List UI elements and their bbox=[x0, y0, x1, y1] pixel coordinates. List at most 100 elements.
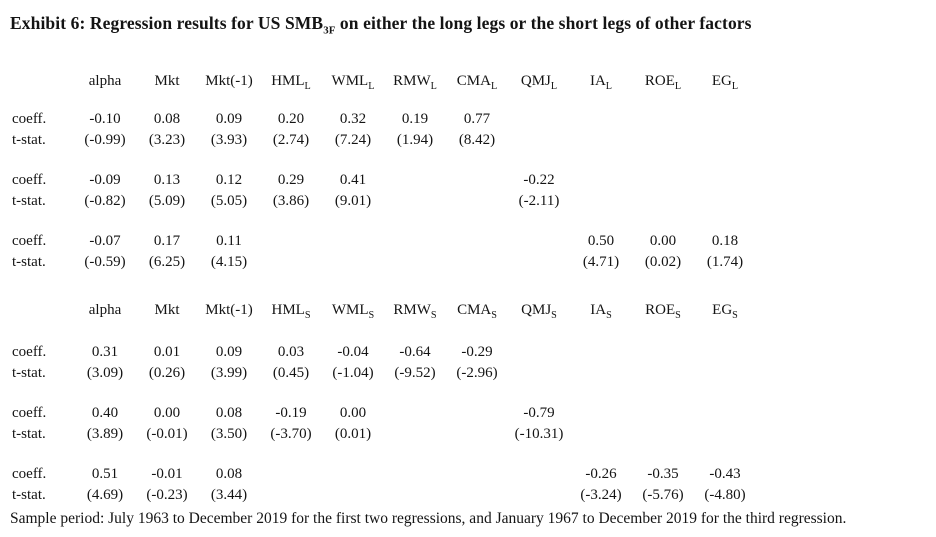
header-row: alpha Mkt Mkt(-1) HMLS WMLS RMWS CMAS QMJS IAS RO… bbox=[10, 300, 936, 326]
coeff-row-label: coeff. bbox=[12, 232, 47, 249]
coeff-cell: 0.41 bbox=[339, 171, 367, 188]
column-header: RMWS bbox=[393, 301, 437, 321]
tstat-cell: (-0.82) bbox=[84, 192, 126, 209]
coeff-cell: -0.22 bbox=[523, 171, 555, 188]
column-header: alpha bbox=[88, 72, 122, 89]
coeff-row: coeff. -0.09 0.13 0.12 0.29 0.41 -0.22 bbox=[10, 170, 936, 191]
coeff-cell: 0.19 bbox=[401, 110, 429, 127]
tstat-row-label: t-stat. bbox=[12, 253, 46, 270]
tstat-cell: (3.50) bbox=[210, 425, 248, 442]
column-header: HMLL bbox=[271, 72, 311, 92]
tstat-cell: (1.74) bbox=[706, 253, 744, 270]
coeff-cell: 0.29 bbox=[277, 171, 305, 188]
column-header: alpha bbox=[88, 301, 122, 318]
tstat-cell: (-9.52) bbox=[394, 364, 436, 381]
column-header: HMLS bbox=[271, 301, 311, 321]
column-header: CMAL bbox=[456, 72, 498, 92]
coeff-row-label: coeff. bbox=[12, 343, 47, 360]
tstat-cell: (0.02) bbox=[644, 253, 682, 270]
column-header: CMAS bbox=[457, 301, 497, 321]
coeff-row: coeff. 0.31 0.01 0.09 0.03 -0.04 -0.64 -0.29 bbox=[10, 342, 936, 363]
tstat-cell: (-2.11) bbox=[518, 192, 560, 209]
tstat-row: t-stat. (3.09) (0.26) (3.99) (0.45) (-1.04) (-… bbox=[10, 363, 936, 384]
coeff-row: coeff. -0.07 0.17 0.11 0.50 0.00 0.18 bbox=[10, 231, 936, 252]
tstat-cell: (-2.96) bbox=[456, 364, 498, 381]
coeff-cell: 0.32 bbox=[339, 110, 367, 127]
tstat-cell: (1.94) bbox=[396, 131, 434, 148]
column-header: WMLS bbox=[331, 301, 375, 321]
coeff-cell: 0.08 bbox=[215, 404, 243, 421]
tstat-cell: (-10.31) bbox=[514, 425, 564, 442]
sample-period-footnote: Sample period: July 1963 to December 201… bbox=[10, 510, 847, 527]
coeff-cell: 0.40 bbox=[91, 404, 119, 421]
coeff-cell: -0.09 bbox=[89, 171, 121, 188]
tstat-row: t-stat. (-0.82) (5.09) (5.05) (3.86) (9.01) (-… bbox=[10, 191, 936, 212]
tstat-row: t-stat. (-0.99) (3.23) (3.93) (2.74) (7.24) (1… bbox=[10, 130, 936, 151]
coeff-row-label: coeff. bbox=[12, 110, 47, 127]
tstat-cell: (5.09) bbox=[148, 192, 186, 209]
tstat-cell: (6.25) bbox=[148, 253, 186, 270]
coeff-cell: -0.43 bbox=[709, 465, 741, 482]
column-header: EGL bbox=[711, 72, 739, 92]
coeff-cell: -0.04 bbox=[337, 343, 369, 360]
tstat-cell: (-0.01) bbox=[146, 425, 188, 442]
coeff-cell: 0.09 bbox=[215, 110, 243, 127]
coeff-cell: -0.10 bbox=[89, 110, 121, 127]
title-text-after: on either the long legs or the short leg… bbox=[335, 13, 752, 33]
tstat-cell: (3.86) bbox=[272, 192, 310, 209]
coeff-cell: 0.00 bbox=[153, 404, 181, 421]
short-legs-table: alpha Mkt Mkt(-1) HMLS WMLS RMWS CMAS QMJS IAS RO… bbox=[10, 300, 936, 506]
tstat-cell: (3.44) bbox=[210, 486, 248, 503]
coeff-cell: 0.09 bbox=[215, 343, 243, 360]
regression-group: coeff. 0.51 -0.01 0.08 -0.26 -0.35 -0.43 t-stat… bbox=[10, 464, 936, 506]
coeff-cell: -0.79 bbox=[523, 404, 555, 421]
tstat-cell: (8.42) bbox=[458, 131, 496, 148]
tstat-cell: (0.26) bbox=[148, 364, 186, 381]
tstat-row-label: t-stat. bbox=[12, 486, 46, 503]
regression-group: coeff. -0.10 0.08 0.09 0.20 0.32 0.19 0.77 t-sta… bbox=[10, 109, 936, 151]
regression-group: coeff. -0.07 0.17 0.11 0.50 0.00 0.18 t-stat. (-… bbox=[10, 231, 936, 273]
tstat-row: t-stat. (4.69) (-0.23) (3.44) (-3.24) (-5.76)… bbox=[10, 485, 936, 506]
tstat-cell: (9.01) bbox=[334, 192, 372, 209]
tstat-cell: (4.69) bbox=[86, 486, 124, 503]
coeff-cell: -0.01 bbox=[151, 465, 183, 482]
tstat-cell: (3.99) bbox=[210, 364, 248, 381]
coeff-cell: -0.19 bbox=[275, 404, 307, 421]
tstat-cell: (5.05) bbox=[210, 192, 248, 209]
column-header: ROEL bbox=[644, 72, 682, 92]
tstat-cell: (-0.99) bbox=[84, 131, 126, 148]
coeff-cell: -0.35 bbox=[647, 465, 679, 482]
tstat-cell: (3.89) bbox=[86, 425, 124, 442]
long-legs-table: alpha Mkt Mkt(-1) HMLL WMLL RMWL CMAL QMJL IAL RO… bbox=[10, 71, 936, 273]
coeff-cell: -0.29 bbox=[461, 343, 493, 360]
coeff-cell: -0.07 bbox=[89, 232, 121, 249]
regression-group: coeff. 0.31 0.01 0.09 0.03 -0.04 -0.64 -0.29 t-s… bbox=[10, 342, 936, 384]
coeff-cell: 0.00 bbox=[649, 232, 677, 249]
header-row: alpha Mkt Mkt(-1) HMLL WMLL RMWL CMAL QMJL IAL RO… bbox=[10, 71, 936, 97]
tstat-row: t-stat. (3.89) (-0.01) (3.50) (-3.70) (0.01) (… bbox=[10, 424, 936, 445]
tstat-cell: (0.01) bbox=[334, 425, 372, 442]
title-text-before: Exhibit 6: Regression results for US SMB bbox=[10, 13, 324, 33]
column-header: IAL bbox=[589, 72, 613, 92]
coeff-cell: -0.26 bbox=[585, 465, 617, 482]
tstat-cell: (3.09) bbox=[86, 364, 124, 381]
coeff-cell: 0.01 bbox=[153, 343, 181, 360]
tstat-row: t-stat. (-0.59) (6.25) (4.15) (4.71) (0.02) (1… bbox=[10, 252, 936, 273]
column-header: Mkt(-1) bbox=[205, 301, 253, 318]
coeff-cell: 0.51 bbox=[91, 465, 119, 482]
column-header: Mkt(-1) bbox=[205, 72, 253, 89]
coeff-row: coeff. 0.40 0.00 0.08 -0.19 0.00 -0.79 bbox=[10, 403, 936, 424]
title-subscript: 3F bbox=[323, 24, 336, 37]
coeff-cell: 0.17 bbox=[153, 232, 181, 249]
tstat-cell: (-3.70) bbox=[270, 425, 312, 442]
column-header: QMJL bbox=[520, 72, 558, 92]
coeff-cell: 0.31 bbox=[91, 343, 119, 360]
tstat-cell: (2.74) bbox=[272, 131, 310, 148]
coeff-cell: 0.11 bbox=[216, 232, 242, 249]
column-header: Mkt bbox=[154, 72, 180, 89]
column-header: QMJS bbox=[521, 301, 557, 321]
coeff-cell: 0.50 bbox=[587, 232, 615, 249]
column-header: EGS bbox=[712, 301, 738, 321]
coeff-row-label: coeff. bbox=[12, 404, 47, 421]
tstat-cell: (-1.04) bbox=[332, 364, 374, 381]
